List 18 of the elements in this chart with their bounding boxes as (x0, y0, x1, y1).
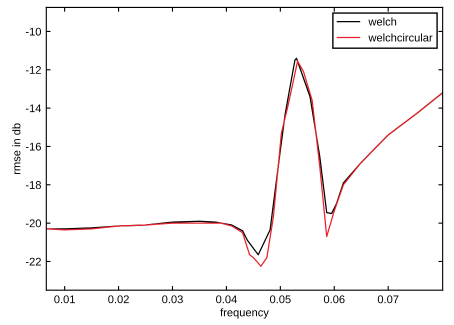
y-tick-label: -14 (26, 104, 42, 112)
y-tick-label: -20 (26, 219, 42, 228)
x-tick-label: 0.07 (378, 295, 398, 304)
y-tick-label: -18 (26, 181, 41, 189)
legend-label: welchcircular (368, 33, 432, 42)
y-tick-label: -22 (26, 258, 41, 266)
x-tick-label: 0.06 (324, 295, 345, 304)
y-axis-title: rmse in db (12, 123, 20, 174)
x-tick-label: 0.04 (216, 295, 237, 304)
x-tick-label: 0.05 (270, 295, 291, 304)
x-tick-label: 0.01 (54, 295, 75, 304)
y-tick-label: -12 (26, 66, 41, 74)
legend-label: welch (368, 17, 396, 26)
x-axis-title: frequency (220, 308, 269, 319)
x-tick-label: 0.02 (108, 295, 129, 304)
y-tick-label: -10 (26, 28, 42, 36)
y-tick-label: -16 (26, 142, 41, 151)
x-tick-label: 0.03 (162, 295, 183, 304)
